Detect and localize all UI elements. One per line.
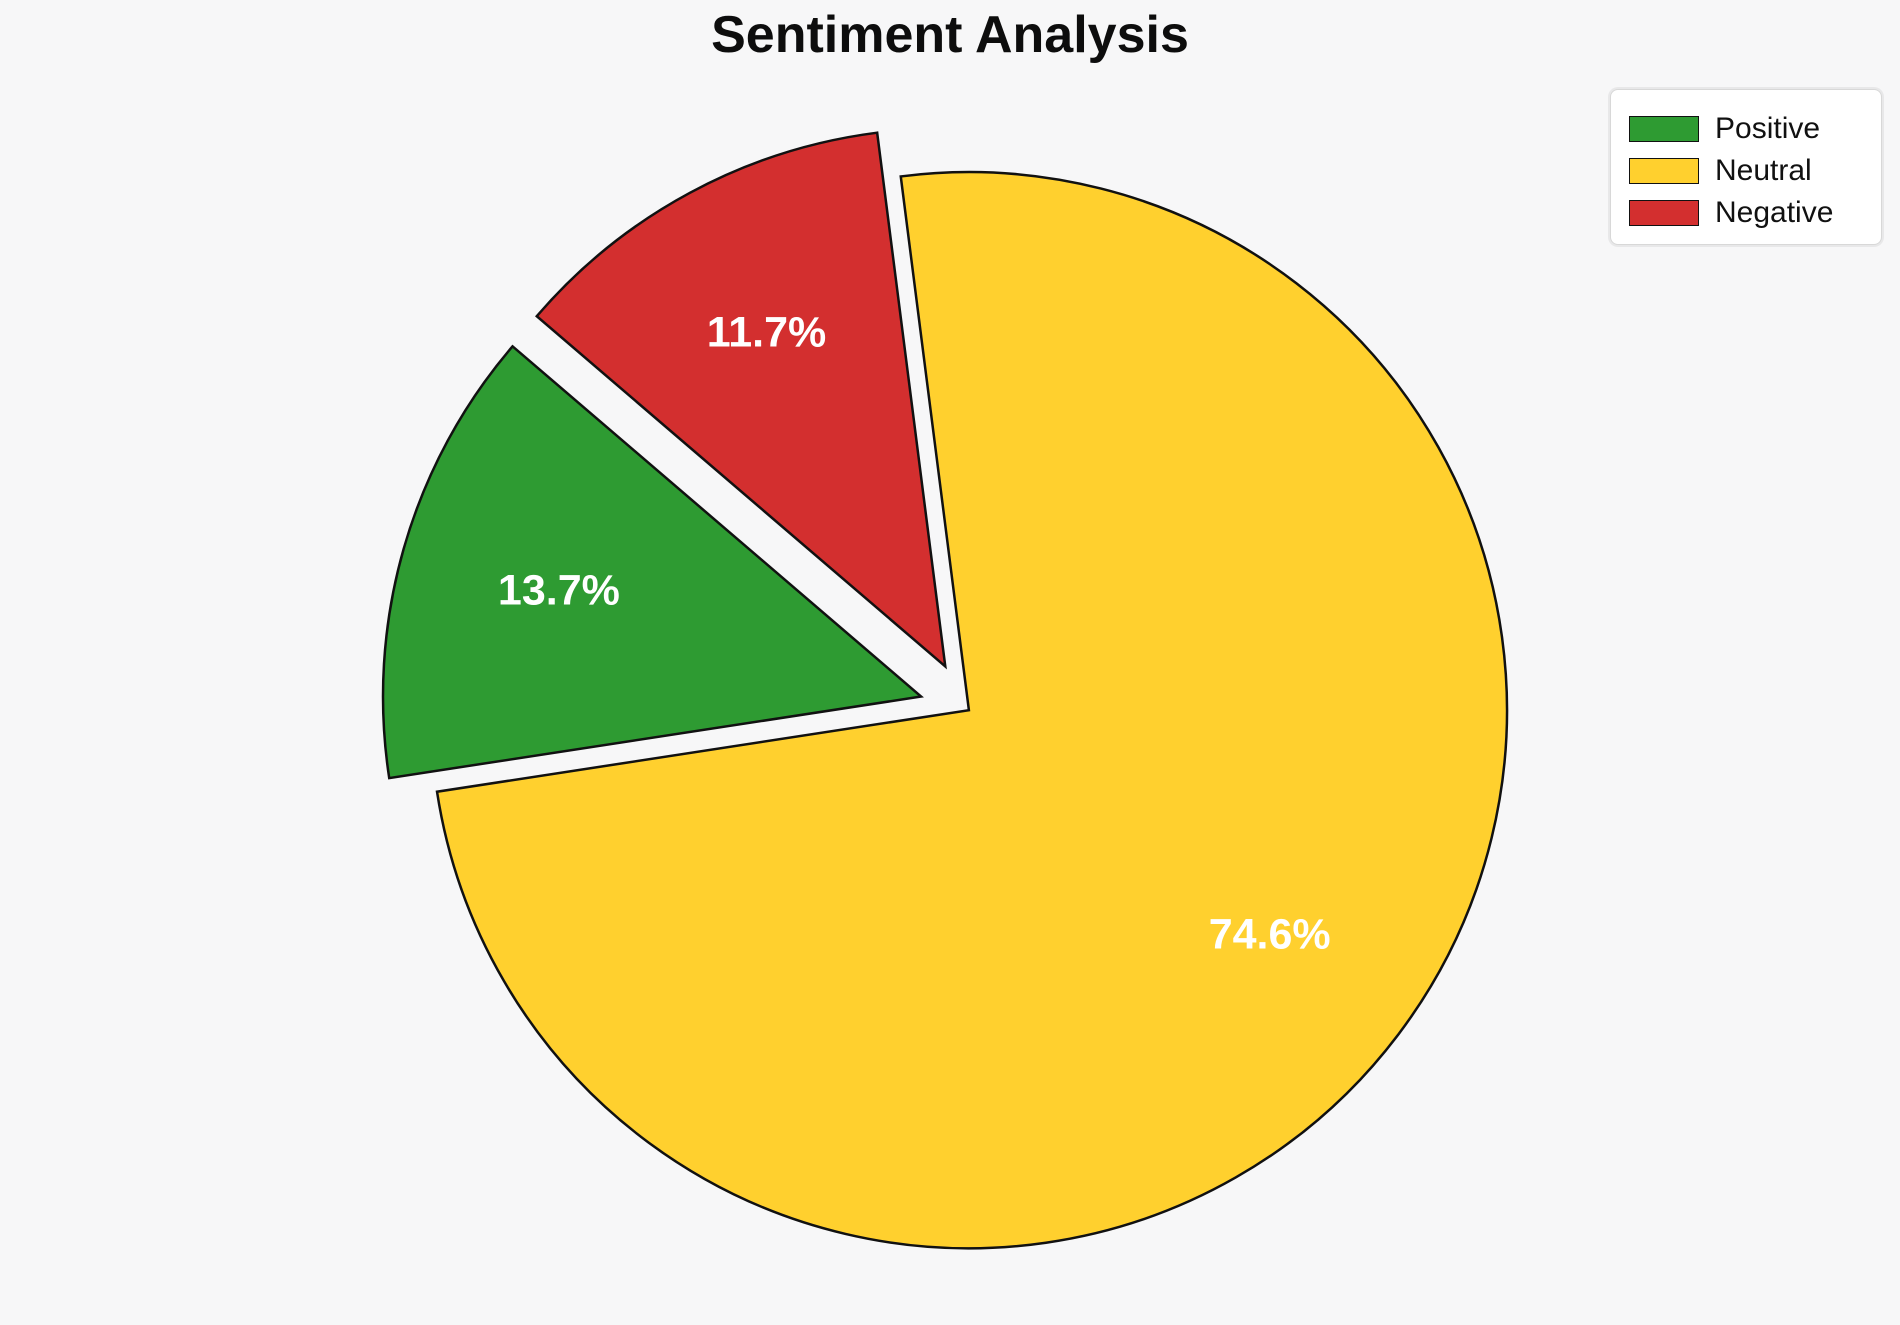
svg-text:11.7%: 11.7%: [707, 308, 827, 356]
svg-text:74.6%: 74.6%: [1209, 910, 1331, 958]
svg-text:13.7%: 13.7%: [498, 566, 620, 614]
